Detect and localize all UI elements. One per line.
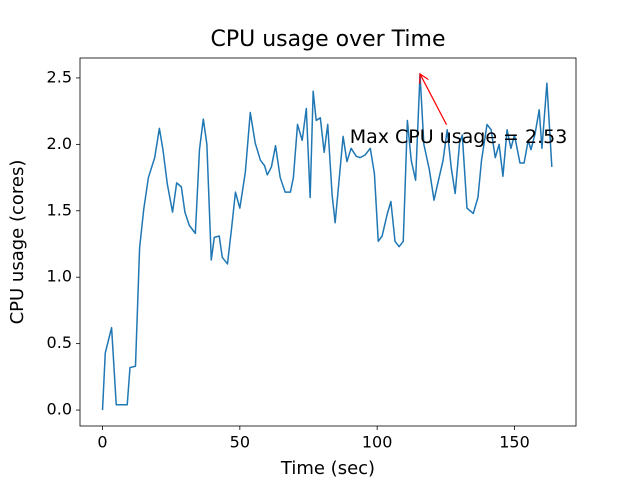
y-tick-label: 1.0: [47, 267, 72, 286]
y-tick-label: 1.5: [47, 200, 72, 219]
y-tick-label: 0.0: [47, 400, 72, 419]
axes-frame: [79, 57, 577, 427]
y-tick-label: 2.0: [47, 134, 72, 153]
data-line: [101, 73, 553, 411]
chart-title: CPU usage over Time: [211, 27, 446, 52]
x-tick-label: 150: [499, 433, 530, 452]
y-tick-label: 2.5: [47, 67, 72, 86]
annotation-arrow: [420, 74, 448, 125]
y-tick-label: 0.5: [47, 333, 72, 352]
x-tick-label: 0: [97, 433, 107, 452]
x-tick-label: 100: [362, 433, 393, 452]
annotation-text: Max CPU usage = 2.53: [350, 126, 568, 148]
y-axis-label: CPU usage (cores): [7, 160, 28, 325]
x-tick-label: 50: [230, 433, 250, 452]
x-axis-label: Time (sec): [280, 458, 375, 479]
